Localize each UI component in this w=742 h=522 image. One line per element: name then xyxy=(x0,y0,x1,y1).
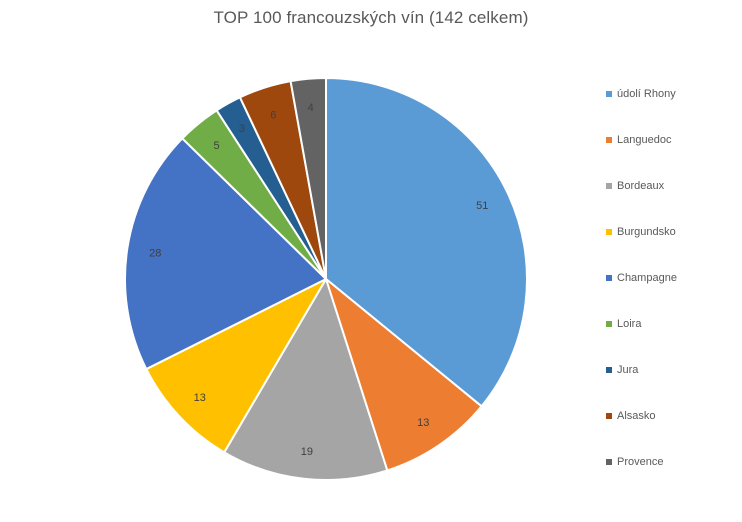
pie-slice-provence xyxy=(289,77,327,280)
legend-swatch xyxy=(606,321,612,327)
data-label-champagne: 28 xyxy=(149,247,161,259)
pie-slice-languedoc xyxy=(325,278,483,472)
legend-label: Jura xyxy=(617,364,639,376)
chart-title: TOP 100 francouzských vín (142 celkem) xyxy=(213,8,529,27)
data-label-jura: 3 xyxy=(239,123,245,135)
legend-item-languedoc: Languedoc xyxy=(606,133,736,179)
legend-swatch xyxy=(606,137,612,143)
pie-data-labels: 51 13 19 13 28 5 3 6 4 xyxy=(149,102,488,458)
chart-legend: údolí Rhony Languedoc Bordeaux Burgundsko Ch… xyxy=(606,87,736,501)
legend-label: Provence xyxy=(617,456,664,468)
legend-swatch xyxy=(606,367,612,373)
legend-item-loira: Loira xyxy=(606,317,736,363)
pie-slice-burgundsko xyxy=(145,278,327,454)
legend-swatch xyxy=(606,413,612,419)
legend-label: údolí Rhony xyxy=(617,88,676,100)
legend-item-provence: Provence xyxy=(606,455,736,501)
legend-swatch xyxy=(606,229,612,235)
legend-swatch xyxy=(606,275,612,281)
legend-swatch xyxy=(606,459,612,465)
legend-item-udoli-rhony: údolí Rhony xyxy=(606,87,736,133)
data-label-burgundsko: 13 xyxy=(194,392,206,404)
data-label-bordeaux: 19 xyxy=(301,446,313,458)
pie-slice-udoli-rhony xyxy=(325,77,528,408)
legend-swatch xyxy=(606,91,612,97)
data-label-alsasko: 6 xyxy=(270,109,276,121)
legend-item-burgundsko: Burgundsko xyxy=(606,225,736,271)
pie-slices xyxy=(124,77,528,481)
data-label-languedoc: 13 xyxy=(417,417,429,429)
legend-item-jura: Jura xyxy=(606,363,736,409)
data-label-loira: 5 xyxy=(213,140,219,152)
legend-label: Languedoc xyxy=(617,134,672,146)
legend-item-bordeaux: Bordeaux xyxy=(606,179,736,225)
legend-label: Alsasko xyxy=(617,410,656,422)
legend-item-alsasko: Alsasko xyxy=(606,409,736,455)
legend-label: Loira xyxy=(617,318,642,330)
data-label-udoli-rhony: 51 xyxy=(476,200,488,212)
data-label-provence: 4 xyxy=(308,102,314,114)
legend-label: Burgundsko xyxy=(617,226,676,238)
legend-label: Bordeaux xyxy=(617,180,665,192)
legend-item-champagne: Champagne xyxy=(606,271,736,317)
pie-slice-bordeaux xyxy=(223,278,389,481)
pie-slice-champagne xyxy=(124,137,327,371)
legend-swatch xyxy=(606,183,612,189)
legend-label: Champagne xyxy=(617,272,677,284)
